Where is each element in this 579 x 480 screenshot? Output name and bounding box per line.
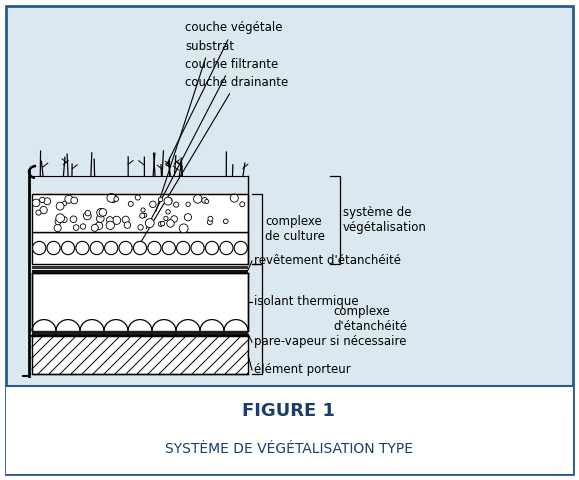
Circle shape [97,215,104,222]
Circle shape [177,241,190,254]
Circle shape [230,194,239,202]
Circle shape [160,221,165,226]
Circle shape [162,241,175,254]
Circle shape [32,199,40,207]
Circle shape [55,218,61,225]
Circle shape [223,219,228,224]
Circle shape [39,197,45,203]
Circle shape [61,241,75,254]
Circle shape [96,222,102,229]
Circle shape [54,225,61,231]
Circle shape [105,241,118,254]
Circle shape [76,241,89,254]
Circle shape [61,217,67,223]
Circle shape [80,224,86,229]
Circle shape [107,193,116,202]
Text: substrat: substrat [156,39,234,211]
Circle shape [40,206,47,214]
Circle shape [85,210,91,216]
Bar [32,194,248,232]
Circle shape [43,198,51,205]
Circle shape [142,213,147,217]
Circle shape [186,202,190,206]
Circle shape [122,216,129,223]
Circle shape [191,241,204,254]
Bar [6,386,573,474]
Circle shape [70,216,77,223]
Circle shape [166,210,170,214]
Circle shape [91,224,98,231]
Circle shape [141,208,145,212]
Circle shape [205,199,209,204]
Circle shape [234,241,247,254]
Bar [32,266,248,268]
Circle shape [110,195,118,203]
Circle shape [36,210,41,215]
Text: revêtement d'étanchéité: revêtement d'étanchéité [254,254,401,267]
Circle shape [158,222,163,227]
Circle shape [32,241,46,254]
Text: élément porteur: élément porteur [254,363,351,376]
Circle shape [149,201,156,207]
Circle shape [240,202,245,207]
Text: complexe
de culture: complexe de culture [265,215,325,243]
Circle shape [164,197,172,205]
Circle shape [124,222,131,228]
Text: SYSTÈME DE VÉGÉTALISATION TYPE: SYSTÈME DE VÉGÉTALISATION TYPE [165,443,413,456]
Bar [32,331,248,336]
Circle shape [135,195,140,200]
Circle shape [133,241,146,254]
Circle shape [166,197,172,204]
Circle shape [47,241,60,254]
Circle shape [106,221,115,229]
Circle shape [107,216,113,223]
Bar [32,232,248,264]
Text: couche végétale: couche végétale [166,22,283,166]
Circle shape [63,201,67,205]
Circle shape [90,241,104,254]
Circle shape [220,241,233,254]
Text: complexe
d'étanchéité: complexe d'étanchéité [333,305,407,333]
Bar [32,273,248,331]
Circle shape [56,202,64,210]
Circle shape [179,224,188,233]
Circle shape [208,216,213,221]
Bar [32,269,248,273]
Circle shape [114,197,119,202]
Circle shape [140,213,145,218]
Circle shape [65,195,73,203]
Circle shape [201,198,207,203]
Circle shape [99,209,107,216]
Circle shape [56,214,64,223]
Circle shape [129,202,133,206]
Circle shape [119,241,132,254]
Text: isolant thermique: isolant thermique [254,296,358,309]
Circle shape [112,216,120,224]
Circle shape [207,220,212,225]
Text: système de
végétalisation: système de végétalisation [343,206,427,234]
Circle shape [138,225,143,230]
Text: couche drainante: couche drainante [137,75,288,250]
Circle shape [193,195,202,203]
Circle shape [174,202,179,207]
Circle shape [97,208,105,217]
Circle shape [164,216,168,221]
Circle shape [148,241,161,254]
Circle shape [206,241,219,254]
Circle shape [74,225,79,230]
Text: couche filtrante: couche filtrante [146,58,278,228]
Circle shape [145,219,154,228]
Text: pare-vapeur si nécessaire: pare-vapeur si nécessaire [254,336,406,348]
Circle shape [167,220,174,227]
Circle shape [83,212,91,220]
Circle shape [184,214,192,221]
Circle shape [171,216,177,222]
Circle shape [158,197,163,202]
Text: FIGURE 1: FIGURE 1 [243,402,335,420]
Circle shape [71,197,78,204]
Bar [32,336,248,374]
